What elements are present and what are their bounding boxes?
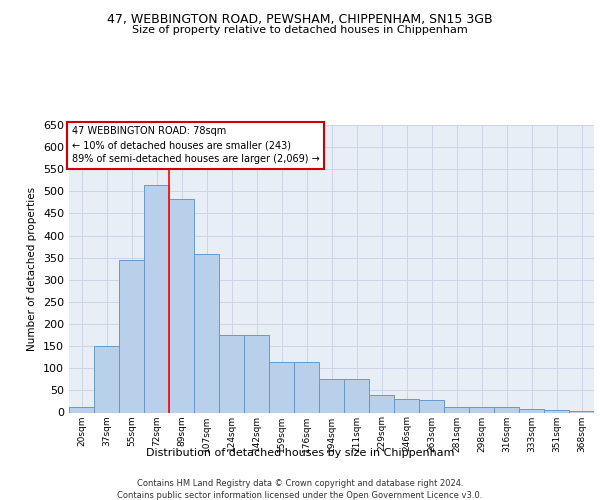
Bar <box>269 362 294 412</box>
Bar <box>169 199 194 412</box>
Bar <box>344 380 369 412</box>
Bar <box>394 399 419 412</box>
Bar <box>94 346 119 412</box>
Bar <box>144 184 169 412</box>
Y-axis label: Number of detached properties: Number of detached properties <box>28 186 37 351</box>
Bar <box>469 407 494 412</box>
Bar <box>119 260 144 412</box>
Text: Distribution of detached houses by size in Chippenham: Distribution of detached houses by size … <box>146 448 454 458</box>
Text: Contains public sector information licensed under the Open Government Licence v3: Contains public sector information licen… <box>118 491 482 500</box>
Bar <box>419 400 444 412</box>
Bar <box>219 335 244 412</box>
Bar <box>369 395 394 412</box>
Text: 47 WEBBINGTON ROAD: 78sqm
← 10% of detached houses are smaller (243)
89% of semi: 47 WEBBINGTON ROAD: 78sqm ← 10% of detac… <box>71 126 319 164</box>
Bar <box>544 410 569 412</box>
Bar <box>294 362 319 412</box>
Bar <box>519 410 544 412</box>
Text: Size of property relative to detached houses in Chippenham: Size of property relative to detached ho… <box>132 25 468 35</box>
Bar <box>244 335 269 412</box>
Text: 47, WEBBINGTON ROAD, PEWSHAM, CHIPPENHAM, SN15 3GB: 47, WEBBINGTON ROAD, PEWSHAM, CHIPPENHAM… <box>107 12 493 26</box>
Bar <box>569 410 594 412</box>
Bar <box>194 254 219 412</box>
Bar <box>69 407 94 412</box>
Text: Contains HM Land Registry data © Crown copyright and database right 2024.: Contains HM Land Registry data © Crown c… <box>137 479 463 488</box>
Bar <box>319 380 344 412</box>
Bar <box>494 407 519 412</box>
Bar <box>444 407 469 412</box>
